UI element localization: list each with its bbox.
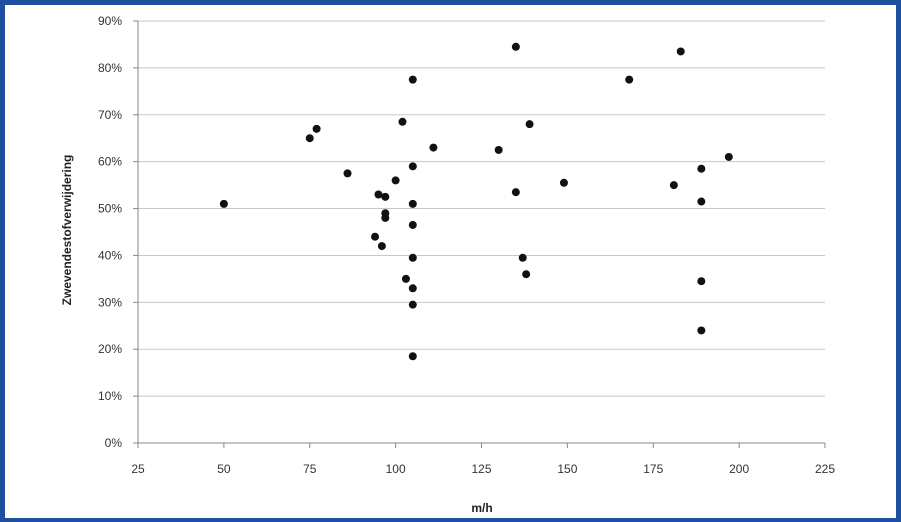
y-tick-label: 70%: [98, 108, 122, 122]
y-tick-label: 10%: [98, 389, 122, 403]
y-tick-label: 50%: [98, 202, 122, 216]
data-point: [377, 242, 386, 251]
data-point: [408, 199, 417, 208]
data-point: [522, 270, 531, 279]
data-point: [724, 152, 733, 161]
data-point: [408, 284, 417, 293]
y-tick-label: 0%: [105, 436, 123, 450]
data-point: [494, 145, 503, 154]
data-point: [697, 277, 706, 286]
data-point: [408, 300, 417, 309]
x-tick-label: 150: [557, 462, 577, 476]
y-tick-label: 40%: [98, 248, 122, 262]
data-point: [381, 192, 390, 201]
y-tick-label: 80%: [98, 61, 122, 75]
x-tick-labels: 25 50 75 100 125 150 175 200 225: [131, 462, 835, 476]
data-point: [374, 190, 383, 199]
y-tick-label: 60%: [98, 155, 122, 169]
data-point: [697, 197, 706, 206]
x-tick-label: 75: [303, 462, 317, 476]
gridlines: [138, 20, 825, 397]
y-axis-title: Zwevendestofverwijdering: [60, 155, 74, 306]
x-tick-label: 200: [729, 462, 749, 476]
data-point: [408, 253, 417, 262]
data-point: [511, 188, 520, 197]
data-point: [676, 47, 685, 56]
data-point: [518, 253, 527, 262]
data-point: [559, 178, 568, 187]
data-point: [625, 75, 634, 84]
data-point: [697, 326, 706, 335]
data-point: [381, 213, 390, 222]
x-tick-label: 100: [386, 462, 406, 476]
y-tick-labels: 0% 10% 20% 30% 40% 50% 60% 70% 80% 90%: [98, 14, 122, 450]
axes: [133, 20, 826, 448]
data-point: [408, 162, 417, 171]
x-axis-title: m/h: [471, 501, 492, 515]
data-point: [401, 274, 410, 283]
data-point: [408, 75, 417, 84]
y-tick-label: 20%: [98, 342, 122, 356]
data-point: [371, 232, 380, 241]
y-tick-label: 30%: [98, 295, 122, 309]
data-point: [429, 143, 438, 152]
data-point: [525, 120, 534, 129]
y-tick-label: 90%: [98, 14, 122, 28]
data-point: [697, 164, 706, 173]
data-point: [408, 352, 417, 361]
data-point: [312, 124, 321, 133]
data-point: [391, 176, 400, 185]
x-tick-label: 175: [643, 462, 663, 476]
data-point: [398, 117, 407, 126]
x-tick-label: 25: [131, 462, 145, 476]
data-point: [511, 42, 520, 51]
data-point: [669, 181, 678, 190]
data-point: [219, 199, 228, 208]
x-tick-label: 50: [217, 462, 231, 476]
data-point: [343, 169, 352, 178]
data-point: [408, 220, 417, 229]
x-tick-label: 125: [471, 462, 491, 476]
data-points: [219, 42, 733, 361]
x-tick-label: 225: [815, 462, 835, 476]
data-point: [305, 134, 314, 143]
